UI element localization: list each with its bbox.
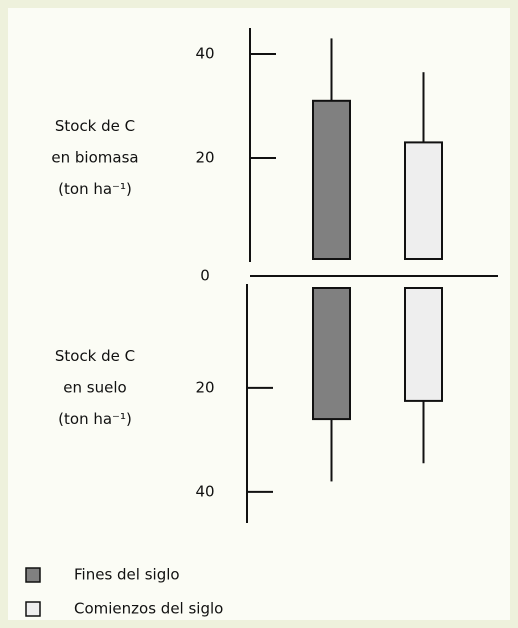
legend-swatch <box>25 567 41 583</box>
y-tick-label: 20 <box>195 149 214 167</box>
y-tick-label: 40 <box>195 482 214 500</box>
y-axis-label: en suelo <box>63 379 126 397</box>
y-axis-label: (ton ha⁻¹) <box>58 410 132 428</box>
legend-swatch <box>25 601 41 617</box>
y-axis-label: Stock de C <box>55 347 135 365</box>
bar <box>404 141 443 260</box>
y-axis-label: en biomasa <box>51 149 138 167</box>
y-axis-label: Stock de C <box>55 117 135 135</box>
y-tick-label: 0 <box>200 267 210 285</box>
y-tick-label: 20 <box>195 378 214 396</box>
legend-label: Fines del siglo <box>74 566 180 584</box>
legend-label: Comienzos del siglo <box>74 600 223 618</box>
bar <box>312 99 351 260</box>
bar <box>312 287 351 421</box>
y-axis-label: (ton ha⁻¹) <box>58 180 132 198</box>
y-tick-label: 40 <box>195 45 214 63</box>
bar <box>404 287 443 402</box>
